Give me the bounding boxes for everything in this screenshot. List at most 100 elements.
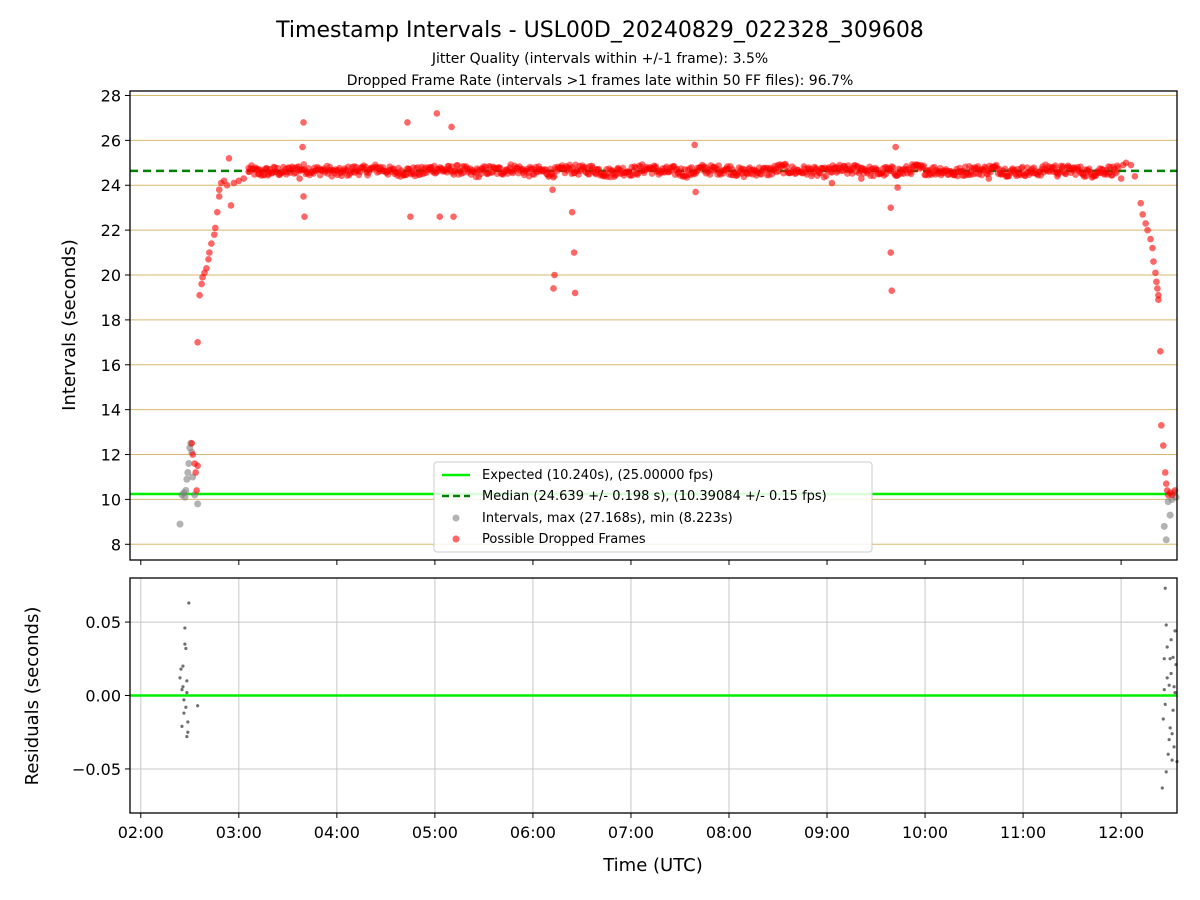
x-tick-label: 04:00 <box>314 823 360 842</box>
dropped-frame-point <box>245 168 252 176</box>
dropped-frame-point <box>196 291 203 299</box>
chart-subtitle-jitter: Jitter Quality (intervals within +/-1 fr… <box>431 51 768 67</box>
dropped-frame-band-point <box>1019 163 1026 171</box>
residual-point <box>1172 745 1176 749</box>
bottom-y-tick-label: 0.00 <box>85 687 121 706</box>
dropped-frame-band-point <box>1112 169 1120 177</box>
interval-point <box>1166 511 1174 519</box>
dropped-frame-point <box>985 175 993 182</box>
dropped-frame-point <box>189 451 197 458</box>
residual-point <box>181 685 185 689</box>
x-tick-label: 11:00 <box>1000 823 1046 842</box>
dropped-frame-point <box>211 231 218 238</box>
dropped-frame-point <box>1131 172 1139 180</box>
dropped-frame-point <box>407 213 414 220</box>
dropped-frame-point <box>1154 285 1161 292</box>
residual-point <box>1167 737 1171 742</box>
dropped-frame-point <box>549 186 556 194</box>
residual-point <box>1164 770 1168 774</box>
residual-point <box>183 642 187 646</box>
residual-point <box>186 730 190 734</box>
dropped-frame-point <box>887 204 895 211</box>
dropped-frame-point <box>208 240 215 247</box>
legend-dropped-swatch <box>452 535 460 543</box>
dropped-frame-point <box>1139 211 1146 218</box>
dropped-frame-point <box>225 155 233 162</box>
dropped-frame-point <box>1144 226 1151 234</box>
interval-points <box>176 110 1180 544</box>
dropped-frame-point <box>568 208 576 216</box>
dropped-frame-point <box>1159 442 1167 449</box>
legend-expected-label: Expected (10.240s), (25.00000 fps) <box>482 468 713 483</box>
dropped-frame-point <box>235 177 243 185</box>
residual-point <box>185 690 189 695</box>
interval-point <box>181 493 189 501</box>
x-tick-label: 05:00 <box>412 823 458 842</box>
bottom-y-tick-label: −0.05 <box>72 760 121 779</box>
bottom-y-axis-label: Residuals (seconds) <box>22 607 43 786</box>
x-tick-label: 08:00 <box>706 823 752 842</box>
chart-subtitle-dropped: Dropped Frame Rate (intervals >1 frames … <box>347 73 854 89</box>
residual-point <box>1173 690 1177 695</box>
residual-point <box>184 705 188 709</box>
dropped-frame-point <box>691 141 698 149</box>
reference-lines <box>130 169 1177 496</box>
residual-point <box>1169 671 1173 676</box>
dropped-frame-point <box>203 264 210 272</box>
dropped-frame-band-point <box>889 164 897 171</box>
x-tick-label: 06:00 <box>510 823 556 842</box>
dropped-frame-point <box>1122 159 1130 167</box>
dropped-frame-point <box>571 289 579 297</box>
dropped-frame-point <box>1152 269 1159 277</box>
dropped-frame-band-point <box>551 172 558 180</box>
legend-median-label: Median (24.639 +/- 0.198 s), (10.39084 +… <box>482 489 827 504</box>
dropped-frame-point <box>1155 296 1162 303</box>
x-tick-label: 03:00 <box>216 823 262 842</box>
dropped-frame-point <box>206 249 213 256</box>
residual-point <box>186 720 190 724</box>
interval-point <box>183 475 191 483</box>
dropped-frame-point <box>1162 480 1170 488</box>
residual-point <box>180 688 184 692</box>
interval-point <box>184 468 192 476</box>
residual-point <box>184 646 188 651</box>
residual-point <box>182 711 186 715</box>
top-panel-grid <box>130 94 1177 545</box>
dropped-frame-band-point <box>300 161 308 168</box>
dropped-frame-point <box>828 179 836 187</box>
residual-point <box>1173 629 1177 633</box>
dropped-frame-band-point <box>715 162 722 169</box>
x-tick-label: 02:00 <box>118 823 164 842</box>
residual-point <box>1165 645 1169 649</box>
bottom-y-tick-label: 0.05 <box>85 613 121 632</box>
dropped-frame-point <box>1158 422 1165 429</box>
dropped-frame-point <box>892 143 899 151</box>
top-y-tick-label: 14 <box>101 401 121 420</box>
x-tick-label: 10:00 <box>902 823 948 842</box>
residual-point <box>1172 685 1176 689</box>
dropped-frame-point <box>1149 244 1156 252</box>
residual-point <box>1163 702 1167 706</box>
dropped-frame-band-point <box>1077 163 1084 170</box>
dropped-frame-point <box>550 285 557 292</box>
x-tick-label: 09:00 <box>804 823 850 842</box>
dropped-frame-point <box>858 175 865 182</box>
residual-point <box>178 676 182 680</box>
dropped-frame-point <box>1137 199 1145 207</box>
dropped-frame-point <box>300 193 307 200</box>
dropped-frame-point <box>1054 172 1061 180</box>
residual-point <box>1171 708 1175 712</box>
chart-legend: Expected (10.240s), (25.00000 fps) Media… <box>433 461 873 553</box>
dropped-frame-point <box>211 224 219 232</box>
x-axis-label: Time (UTC) <box>602 855 703 876</box>
top-y-tick-label: 16 <box>101 356 121 375</box>
residual-point <box>1168 657 1172 661</box>
residual-point <box>185 679 189 683</box>
dropped-frame-point <box>264 170 272 178</box>
dropped-frame-band-point <box>1114 164 1122 171</box>
dropped-frame-point <box>240 175 248 182</box>
residual-point <box>1163 586 1167 590</box>
residual-point <box>183 626 187 630</box>
top-y-tick-label: 24 <box>101 176 121 195</box>
